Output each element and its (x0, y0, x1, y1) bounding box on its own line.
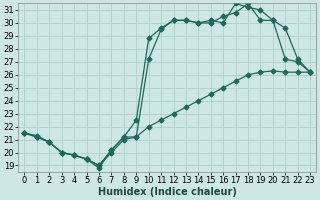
X-axis label: Humidex (Indice chaleur): Humidex (Indice chaleur) (98, 187, 237, 197)
